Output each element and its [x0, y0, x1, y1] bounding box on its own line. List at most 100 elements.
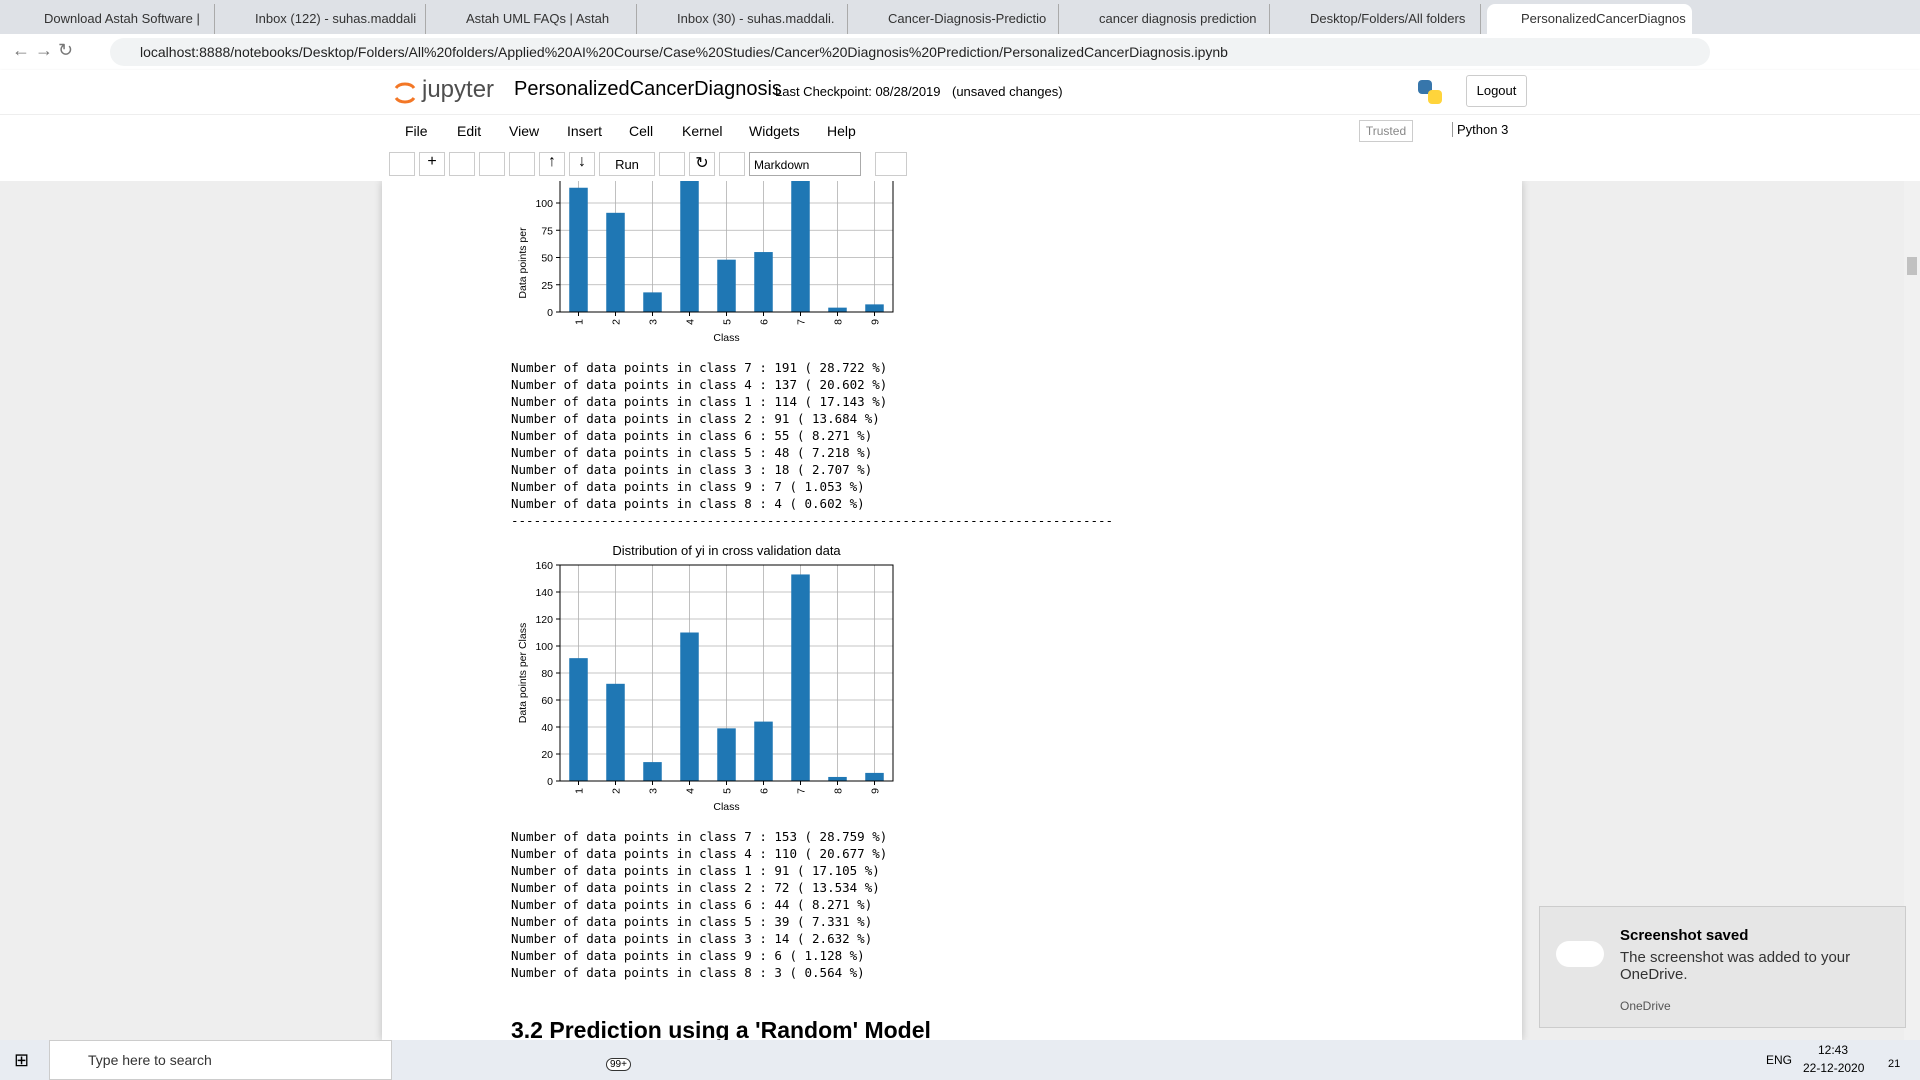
bar	[754, 252, 773, 312]
y-tick-label: 60	[541, 695, 553, 707]
checkpoint: Last Checkpoint: 08/28/2019	[775, 84, 941, 99]
bar	[643, 292, 662, 312]
x-tick-label: 8	[833, 788, 845, 794]
language[interactable]: ENG	[1766, 1053, 1793, 1067]
cloud-icon	[1556, 941, 1604, 967]
notification-body: The screenshot was added to your OneDriv…	[1620, 949, 1851, 983]
copy-button[interactable]	[479, 152, 505, 176]
output-line: Number of data points in class 9 : 7 ( 1…	[511, 479, 865, 494]
restart-button[interactable]: ↻	[689, 152, 715, 176]
paste-button[interactable]	[509, 152, 535, 176]
url[interactable]: localhost:8888/notebooks/Desktop/Folders…	[110, 38, 1710, 66]
bar	[643, 762, 662, 781]
bar	[828, 307, 847, 312]
x-tick-label: 1	[574, 788, 586, 794]
x-tick-label: 7	[796, 788, 808, 794]
browser-tab[interactable]: cancer diagnosis prediction	[1065, 4, 1270, 34]
output-line: Number of data points in class 8 : 3 ( 0…	[511, 965, 865, 980]
menu-item[interactable]: Help	[827, 123, 856, 139]
notification[interactable]: Screenshot saved The screenshot was adde…	[1539, 906, 1906, 1028]
bar	[865, 304, 884, 312]
nav-buttons[interactable]: ← → ↻	[12, 40, 74, 60]
cell-type-select[interactable]: Markdown	[749, 152, 861, 176]
output-line: Number of data points in class 2 : 91 ( …	[511, 411, 880, 426]
x-tick-label: 2	[611, 319, 623, 325]
y-tick-label: 160	[535, 560, 553, 572]
menu-item[interactable]: Edit	[457, 123, 482, 139]
browser-tab[interactable]: Inbox (30) - suhas.maddali.	[643, 4, 848, 34]
logout-button[interactable]: Logout	[1466, 75, 1527, 107]
output-line: Number of data points in class 3 : 18 ( …	[511, 462, 873, 477]
browser-tab[interactable]: Cancer-Diagnosis-Predictio	[854, 4, 1059, 34]
notification-count[interactable]: 21	[1888, 1058, 1901, 1070]
y-tick-label: 140	[535, 587, 553, 599]
notebook-name[interactable]: PersonalizedCancerDiagnosis	[514, 78, 782, 100]
bar	[606, 212, 625, 312]
output-line: Number of data points in class 1 : 91 ( …	[511, 863, 880, 878]
tab-bar: Download Astah Software | Inbox (122) - s…	[0, 0, 1920, 34]
trusted-indicator[interactable]: Trusted	[1359, 120, 1413, 142]
notification-title: Screenshot saved	[1620, 927, 1749, 944]
y-tick-label: 50	[541, 253, 553, 265]
add-button[interactable]: +	[419, 152, 445, 176]
browser-tab[interactable]: Download Astah Software |	[10, 4, 215, 34]
y-tick-label: 40	[541, 722, 553, 734]
scrollbar[interactable]	[1904, 181, 1920, 1040]
keyboard-button[interactable]	[875, 152, 907, 176]
output-line: Number of data points in class 8 : 4 ( 0…	[511, 496, 865, 511]
run-all-button[interactable]	[719, 152, 745, 176]
y-axis-label: Data points per Class	[517, 623, 529, 723]
run-button[interactable]: Run	[599, 152, 655, 176]
search-box[interactable]: Type here to search	[49, 1040, 392, 1080]
menu-item[interactable]: Widgets	[749, 123, 800, 139]
y-tick-label: 100	[535, 641, 553, 653]
down-button[interactable]: ↓	[569, 152, 595, 176]
menu-item[interactable]: Insert	[567, 123, 603, 139]
x-tick-label: 3	[648, 788, 660, 794]
notification-source: OneDrive	[1620, 999, 1671, 1013]
clock-date[interactable]: 22-12-2020	[1803, 1061, 1865, 1075]
menu-item[interactable]: File	[405, 123, 428, 139]
output-line: Number of data points in class 6 : 44 ( …	[511, 897, 873, 912]
output-line: Number of data points in class 5 : 39 ( …	[511, 914, 873, 929]
python-logo	[1418, 80, 1442, 104]
browser-tab[interactable]: Astah UML FAQs | Astah	[432, 4, 637, 34]
bar	[754, 721, 773, 781]
output-text: Number of data points in class 7 : 153 (…	[511, 828, 887, 981]
browser-tab[interactable]: Desktop/Folders/All folders	[1276, 4, 1481, 34]
save-button[interactable]	[389, 152, 415, 176]
save-status: (unsaved changes)	[952, 84, 1063, 99]
bar	[606, 683, 625, 781]
menu-item[interactable]: View	[509, 123, 540, 139]
bar	[680, 181, 699, 312]
output-line: Number of data points in class 5 : 48 ( …	[511, 445, 873, 460]
y-tick-label: 0	[547, 307, 553, 319]
clock-time[interactable]: 12:43	[1818, 1043, 1849, 1057]
output-line: Number of data points in class 4 : 137 (…	[511, 377, 888, 392]
separator: ----------------------------------------…	[511, 513, 1114, 528]
y-tick-label: 0	[547, 776, 553, 788]
output-line: Number of data points in class 6 : 55 ( …	[511, 428, 873, 443]
x-axis-label: Class	[713, 801, 739, 813]
taskbar: ⊞ Type here to search 99+ ENG 12:43 22-1…	[0, 1040, 1920, 1080]
browser-tab[interactable]: Inbox (122) - suhas.maddali	[221, 4, 426, 34]
y-tick-label: 20	[541, 749, 553, 761]
x-tick-label: 9	[870, 788, 882, 794]
x-tick-label: 5	[722, 319, 734, 325]
cut-button[interactable]	[449, 152, 475, 176]
jupyter-header: jupyter PersonalizedCancerDiagnosis Last…	[0, 70, 1920, 181]
mail-badge: 99+	[606, 1058, 631, 1071]
start-button[interactable]: ⊞	[14, 1050, 30, 1070]
menu-item[interactable]: Kernel	[682, 123, 723, 139]
bar	[828, 776, 847, 781]
y-axis-label: Data points per	[517, 227, 529, 299]
browser-tab[interactable]: PersonalizedCancerDiagnos	[1487, 4, 1692, 34]
stop-button[interactable]	[659, 152, 685, 176]
menu-item[interactable]: Cell	[629, 123, 654, 139]
y-tick-label: 80	[541, 668, 553, 680]
up-button[interactable]: ↑	[539, 152, 565, 176]
address-bar: ← → ↻ localhost:8888/notebooks/Desktop/F…	[0, 34, 1920, 71]
y-tick-label: 100	[535, 198, 553, 210]
bar	[569, 658, 588, 781]
x-tick-label: 4	[685, 319, 697, 325]
